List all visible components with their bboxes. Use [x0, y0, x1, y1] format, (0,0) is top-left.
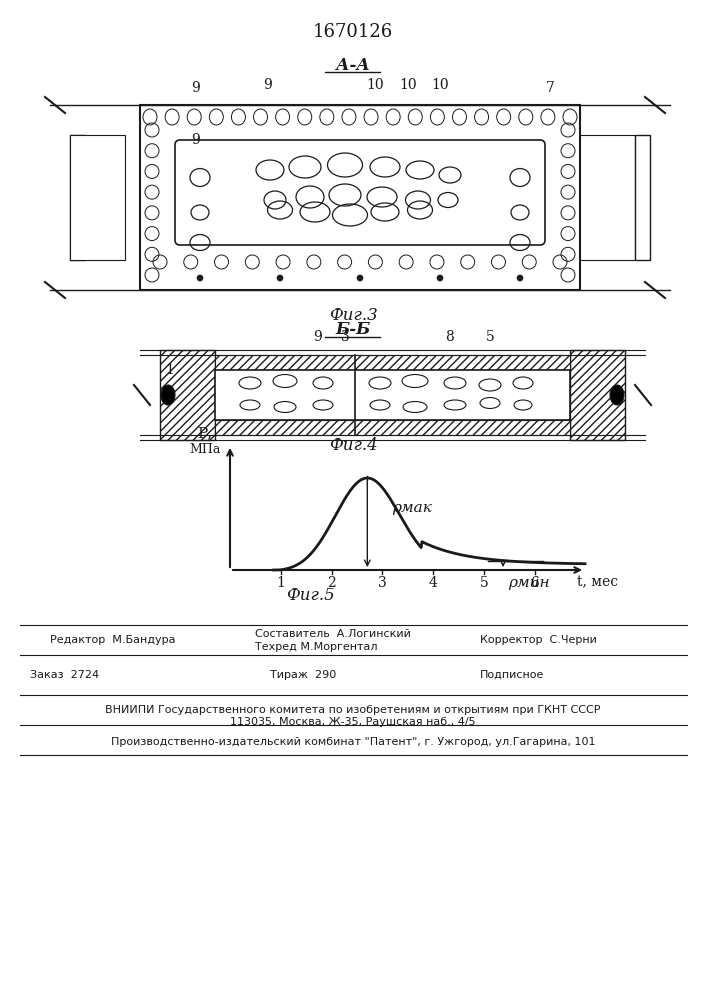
Text: 9: 9	[191, 81, 199, 95]
Text: Редактор  М.Бандура: Редактор М.Бандура	[50, 635, 175, 645]
Text: 6: 6	[530, 576, 539, 590]
Text: А-А: А-А	[336, 56, 370, 74]
Text: 7: 7	[546, 81, 554, 95]
Text: 113035, Москва, Ж-35, Раушская наб., 4/5: 113035, Москва, Ж-35, Раушская наб., 4/5	[230, 717, 476, 727]
Text: 1: 1	[276, 576, 285, 590]
Bar	[70, 135, 125, 260]
Text: 3: 3	[341, 330, 349, 344]
Ellipse shape	[610, 385, 624, 405]
Ellipse shape	[197, 275, 203, 281]
Bar	[160, 350, 215, 440]
Text: 5: 5	[479, 576, 489, 590]
Text: 9: 9	[314, 330, 322, 344]
Text: 9: 9	[264, 78, 272, 92]
Text: t, мес: t, мес	[578, 575, 619, 589]
Text: ВНИИПИ Государственного комитета по изобретениям и открытиям при ГКНТ СССР: ВНИИПИ Государственного комитета по изоб…	[105, 705, 601, 715]
Bar	[215, 420, 570, 435]
Text: 3: 3	[378, 576, 387, 590]
Text: 1: 1	[165, 363, 175, 377]
Text: 2: 2	[327, 576, 336, 590]
Ellipse shape	[437, 275, 443, 281]
Text: Заказ  2724: Заказ 2724	[30, 670, 99, 680]
Text: 10: 10	[399, 78, 417, 92]
Text: Б-Б: Б-Б	[335, 322, 370, 338]
Bar	[580, 135, 635, 260]
Text: ρмак: ρмак	[392, 501, 432, 515]
Ellipse shape	[277, 275, 283, 281]
Text: Техред М.Моргентал: Техред М.Моргентал	[255, 642, 378, 652]
Ellipse shape	[517, 275, 523, 281]
Text: 4: 4	[428, 576, 438, 590]
Text: Р,: Р,	[197, 426, 213, 440]
Bar	[140, 105, 580, 290]
Text: Фиг.4: Фиг.4	[329, 436, 378, 454]
Text: Корректор  С.Черни: Корректор С.Черни	[480, 635, 597, 645]
Text: Подписное: Подписное	[480, 670, 544, 680]
FancyBboxPatch shape	[175, 140, 545, 245]
Text: 5: 5	[486, 330, 494, 344]
Text: Фиг.3: Фиг.3	[329, 306, 378, 324]
Text: 10: 10	[366, 78, 384, 92]
Text: Тираж  290: Тираж 290	[270, 670, 337, 680]
Text: Производственно-издательский комбинат "Патент", г. Ужгород, ул.Гагарина, 101: Производственно-издательский комбинат "П…	[111, 737, 595, 747]
Ellipse shape	[357, 275, 363, 281]
Bar	[635, 135, 650, 260]
Text: Составитель  А.Логинский: Составитель А.Логинский	[255, 629, 411, 639]
Text: ρмин: ρмин	[508, 576, 549, 590]
Text: 1670126: 1670126	[313, 23, 393, 41]
Text: 9: 9	[191, 133, 199, 147]
Bar	[570, 350, 625, 440]
Bar	[215, 355, 570, 370]
Ellipse shape	[161, 385, 175, 405]
Bar	[70, 135, 85, 260]
Text: Фиг.5: Фиг.5	[286, 586, 334, 603]
Text: 8: 8	[445, 330, 455, 344]
Bar	[215, 370, 570, 420]
Text: МПа: МПа	[189, 443, 221, 456]
Text: 10: 10	[431, 78, 449, 92]
